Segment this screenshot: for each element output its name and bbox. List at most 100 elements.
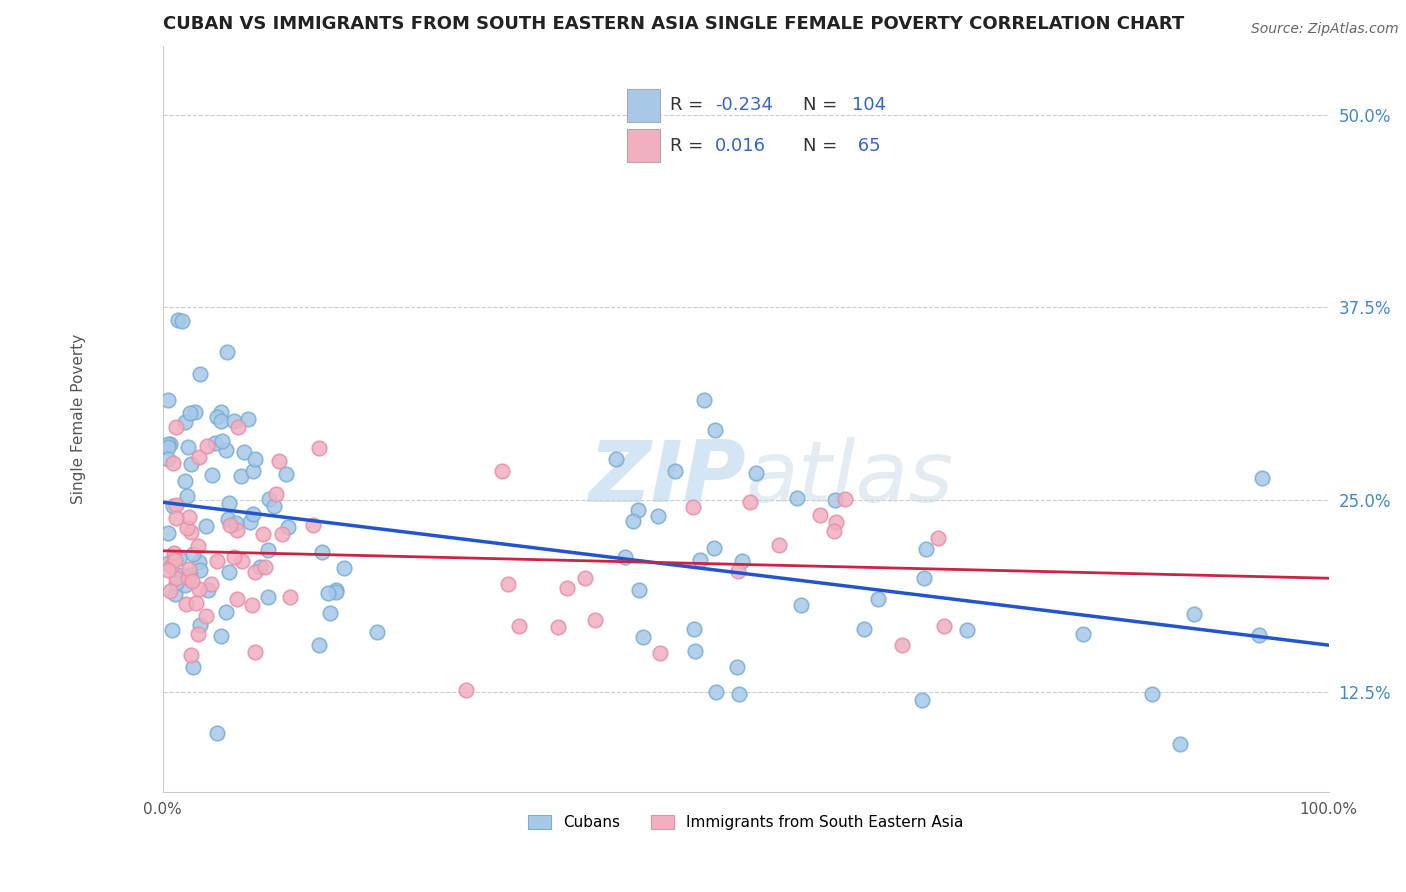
Point <box>190 367 212 381</box>
Point <box>316 586 339 600</box>
Point <box>932 619 955 633</box>
Point <box>165 511 187 525</box>
Point <box>222 414 245 428</box>
Point <box>188 555 211 569</box>
Point <box>333 560 356 574</box>
Point <box>162 499 184 513</box>
Point <box>218 496 240 510</box>
Point <box>209 413 232 427</box>
Point <box>685 644 707 658</box>
Point <box>233 445 256 459</box>
Point <box>325 582 347 597</box>
Point <box>187 582 209 596</box>
Point <box>157 563 180 577</box>
Point <box>187 539 209 553</box>
Point <box>187 627 209 641</box>
Text: CUBAN VS IMMIGRANTS FROM SOUTH EASTERN ASIA SINGLE FEMALE POVERTY CORRELATION CH: CUBAN VS IMMIGRANTS FROM SOUTH EASTERN A… <box>163 15 1184 33</box>
Point <box>194 608 217 623</box>
Point <box>176 521 198 535</box>
Point <box>162 456 184 470</box>
Point <box>180 525 202 540</box>
Point <box>179 406 201 420</box>
Point <box>167 312 190 326</box>
Point <box>253 560 276 574</box>
Point <box>204 436 226 450</box>
Point <box>583 613 606 627</box>
Point <box>180 648 202 662</box>
Point <box>454 682 477 697</box>
Point <box>157 452 180 467</box>
Point <box>166 498 188 512</box>
Point <box>259 492 281 507</box>
Point <box>308 441 330 455</box>
Point <box>209 628 232 642</box>
Point <box>1182 607 1205 621</box>
Point <box>225 591 247 606</box>
Point <box>927 531 949 545</box>
Point <box>574 571 596 585</box>
Y-axis label: Single Female Poverty: Single Female Poverty <box>72 334 86 504</box>
Point <box>277 520 299 534</box>
Point <box>215 442 238 457</box>
Point <box>271 527 294 541</box>
Point <box>768 538 790 552</box>
Point <box>236 412 259 426</box>
Point <box>160 623 183 637</box>
Point <box>301 518 323 533</box>
Point <box>731 554 754 568</box>
Point <box>224 550 246 565</box>
Point <box>165 420 187 434</box>
Point <box>366 625 388 640</box>
Point <box>1140 687 1163 701</box>
Point <box>190 618 212 632</box>
Point <box>180 457 202 471</box>
Point <box>179 509 201 524</box>
Point <box>181 547 204 561</box>
Point <box>184 405 207 419</box>
Point <box>868 592 890 607</box>
Point <box>229 469 252 483</box>
Point <box>547 620 569 634</box>
Point <box>706 685 728 699</box>
Point <box>956 623 979 637</box>
Point <box>205 554 228 568</box>
Point <box>1168 737 1191 751</box>
Point <box>174 416 197 430</box>
Point <box>226 419 249 434</box>
Point <box>225 516 247 530</box>
Point <box>186 596 208 610</box>
Point <box>163 587 186 601</box>
Point <box>266 487 288 501</box>
Text: atlas: atlas <box>745 437 953 520</box>
Point <box>1251 471 1274 485</box>
Point <box>267 454 290 468</box>
Point <box>682 622 704 636</box>
Point <box>165 571 187 585</box>
Point <box>311 545 333 559</box>
Text: ZIP: ZIP <box>588 437 745 520</box>
Point <box>172 568 194 582</box>
Point <box>174 597 197 611</box>
Point <box>218 565 240 579</box>
Point <box>725 659 748 673</box>
Point <box>703 541 725 555</box>
Point <box>167 550 190 565</box>
Point <box>256 543 278 558</box>
Point <box>176 489 198 503</box>
Point <box>242 464 264 478</box>
Point <box>157 557 180 571</box>
Point <box>200 576 222 591</box>
Point <box>555 581 578 595</box>
Point <box>664 464 686 478</box>
Point <box>605 452 627 467</box>
Point <box>157 437 180 451</box>
Point <box>157 440 180 454</box>
Point <box>181 660 204 674</box>
Point <box>187 450 209 464</box>
Point <box>318 606 340 620</box>
Point <box>177 571 200 585</box>
Point <box>834 492 856 507</box>
Point <box>276 467 298 481</box>
Point <box>257 591 280 605</box>
Point <box>172 314 194 328</box>
